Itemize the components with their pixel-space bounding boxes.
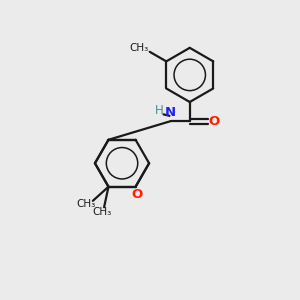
Text: CH₃: CH₃ xyxy=(92,208,112,218)
Text: CH₃: CH₃ xyxy=(76,200,95,209)
Text: O: O xyxy=(209,115,220,128)
Text: O: O xyxy=(131,188,142,201)
Text: N: N xyxy=(165,106,176,119)
Text: H: H xyxy=(154,104,163,117)
Text: CH₃: CH₃ xyxy=(130,43,149,53)
